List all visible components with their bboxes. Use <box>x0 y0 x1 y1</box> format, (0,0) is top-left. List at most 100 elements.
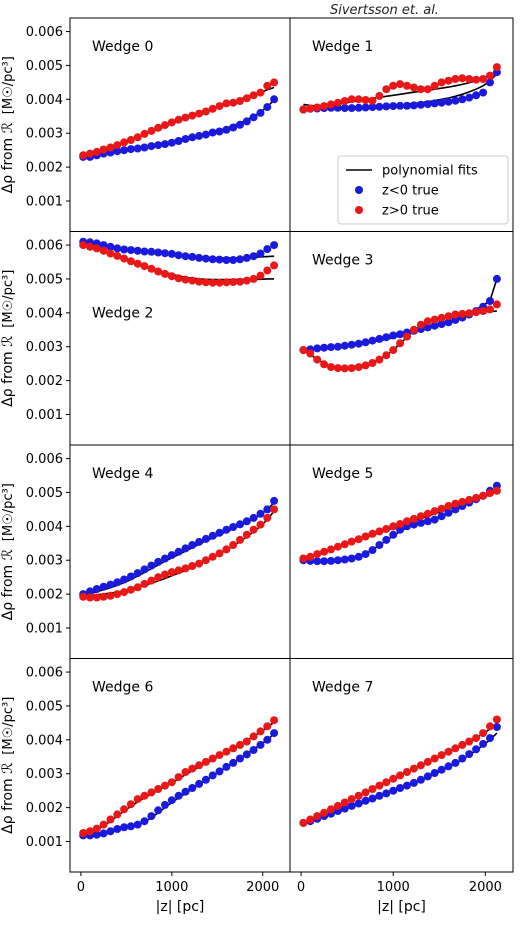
point-neg <box>161 554 169 563</box>
point-pos <box>327 363 335 372</box>
panel-wedge-1: Wedge 1 polynomial fits z<0 true z>0 true <box>289 17 514 236</box>
point-neg <box>229 523 238 531</box>
point-neg <box>99 241 108 250</box>
point-pos <box>249 732 258 741</box>
panel-background <box>70 658 290 872</box>
point-pos <box>195 277 204 286</box>
point-pos <box>126 800 135 809</box>
point-pos <box>430 507 439 516</box>
point-pos <box>92 147 101 156</box>
point-neg <box>389 331 398 340</box>
point-pos <box>320 808 329 817</box>
point-pos <box>222 278 231 287</box>
x-tick-label: 2000 <box>246 880 279 895</box>
point-pos <box>430 315 439 324</box>
y-axis-label-part: Δρ from ℛ <box>0 336 16 407</box>
point-pos <box>403 517 411 526</box>
panel-title: Wedge 4 <box>92 466 153 482</box>
point-pos <box>451 75 460 83</box>
point-neg <box>313 344 322 353</box>
point-pos <box>92 244 101 253</box>
point-pos <box>423 509 432 518</box>
panel-wedge-0: 0.001 0.002 0.003 0.004 0.005 0.006 Wedge 0 <box>26 17 291 236</box>
point-pos <box>347 537 356 546</box>
point-neg <box>409 101 418 110</box>
point-pos <box>215 278 224 287</box>
point-neg <box>361 103 370 112</box>
point-neg <box>222 762 231 771</box>
point-pos <box>444 747 453 756</box>
point-pos <box>99 246 108 255</box>
point-pos <box>86 827 94 836</box>
point-pos <box>486 489 494 498</box>
panel-title: Wedge 3 <box>312 253 373 269</box>
point-pos <box>120 138 129 147</box>
point-neg <box>451 505 460 514</box>
point-neg <box>256 108 265 117</box>
point-pos <box>229 744 238 753</box>
y-tick-label: 0.005 <box>26 272 63 287</box>
point-neg <box>154 806 163 815</box>
point-pos <box>389 774 398 783</box>
point-neg <box>368 103 377 112</box>
point-pos <box>133 133 142 142</box>
point-pos <box>472 308 481 317</box>
point-pos <box>154 267 163 276</box>
point-pos <box>195 559 204 568</box>
point-neg <box>354 799 363 808</box>
point-pos <box>181 768 190 776</box>
point-pos <box>347 364 356 373</box>
point-pos <box>361 532 370 541</box>
point-neg <box>161 800 169 809</box>
point-pos <box>361 788 370 797</box>
point-pos <box>222 545 231 554</box>
point-pos <box>236 277 244 286</box>
point-neg <box>133 569 142 578</box>
point-neg <box>361 796 370 805</box>
point-neg <box>147 247 156 256</box>
point-neg <box>242 253 251 262</box>
point-neg <box>106 580 115 589</box>
point-neg <box>236 255 244 264</box>
point-neg <box>270 496 279 505</box>
point-pos <box>492 715 501 724</box>
point-neg <box>229 123 238 132</box>
point-neg <box>340 104 349 113</box>
point-pos <box>375 355 384 364</box>
legend-marker-swatch <box>355 186 363 194</box>
y-axis-label-unit: [M☉/pc³] <box>1 56 16 114</box>
x-tick-label: 1000 <box>377 880 410 895</box>
point-pos <box>313 812 322 821</box>
point-pos <box>79 829 88 837</box>
point-pos <box>299 346 308 355</box>
point-neg <box>465 93 474 102</box>
point-pos <box>147 126 156 135</box>
legend-entry-label: polynomial fits <box>382 164 478 179</box>
point-neg <box>126 246 135 255</box>
legend-marker-swatch <box>355 206 363 214</box>
attribution-text: Sivertsson et. al. <box>330 3 439 18</box>
point-neg <box>347 801 356 810</box>
point-pos <box>236 97 244 105</box>
point-neg <box>396 330 405 339</box>
point-neg <box>154 141 163 150</box>
point-pos <box>256 271 265 280</box>
point-neg <box>126 822 135 831</box>
point-neg <box>492 274 501 283</box>
point-neg <box>126 572 135 581</box>
point-pos <box>249 91 258 100</box>
point-pos <box>437 751 446 760</box>
point-pos <box>195 761 204 770</box>
point-pos <box>201 278 210 287</box>
point-pos <box>423 85 432 94</box>
point-pos <box>99 820 108 829</box>
point-pos <box>368 359 377 367</box>
point-neg <box>188 541 197 549</box>
point-pos <box>215 751 224 760</box>
point-neg <box>106 827 115 836</box>
point-neg <box>416 100 425 109</box>
point-pos <box>409 514 418 523</box>
point-pos <box>201 556 210 565</box>
point-pos <box>444 312 453 321</box>
